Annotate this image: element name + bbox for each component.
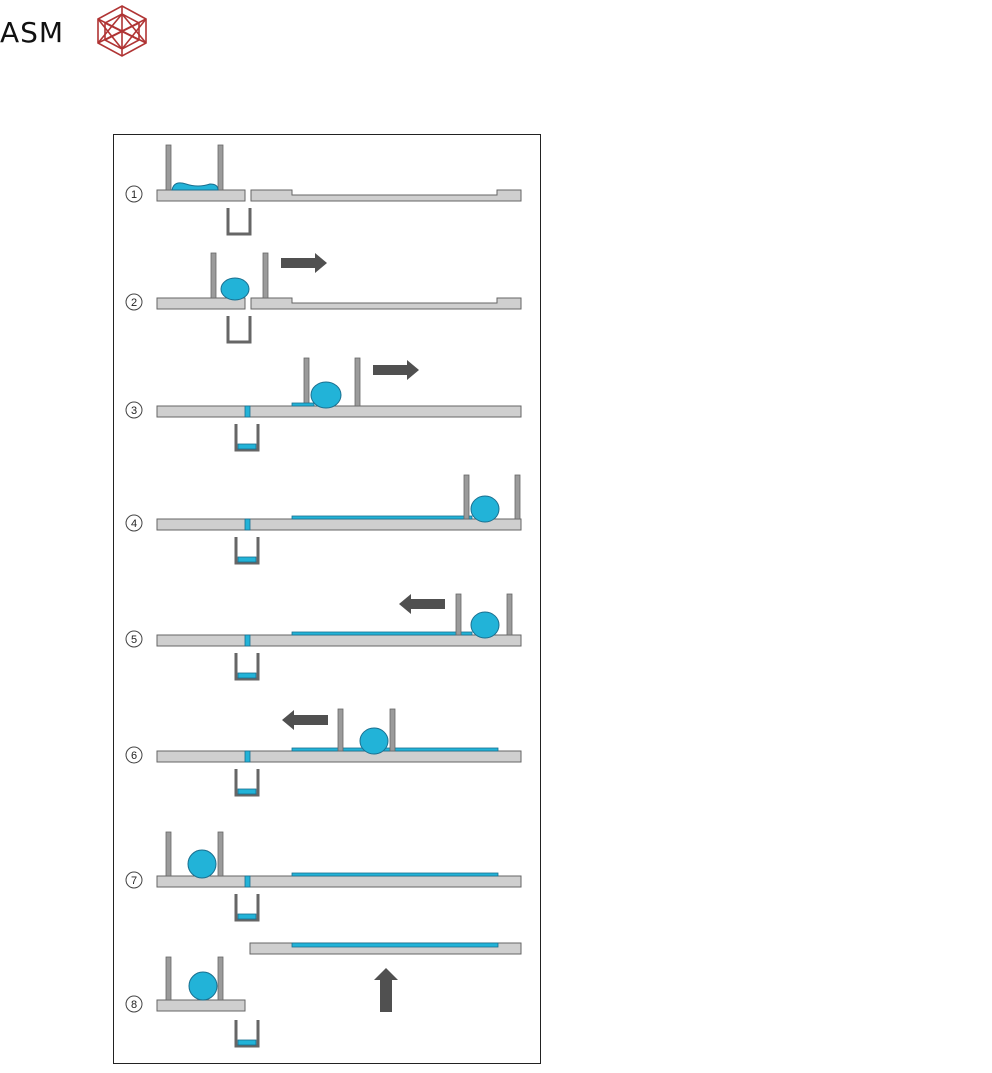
collection-cup (234, 1020, 260, 1048)
gap-fluid (244, 405, 251, 418)
slurry-drop (470, 495, 500, 523)
gap-fluid (244, 875, 251, 888)
step-badge-label: 7 (131, 875, 137, 887)
process-steps-svg: 1 2 3 4 5 6 7 8 (125, 144, 522, 1048)
left-plate (156, 999, 246, 1012)
step-6: 6 (125, 708, 522, 797)
direction-arrow-right (373, 360, 419, 380)
slurry-drop (359, 727, 389, 755)
direction-arrow-left (282, 710, 328, 730)
step-badge-circle (125, 293, 143, 311)
step-1: 1 (125, 144, 522, 236)
step-badge-circle (125, 871, 143, 889)
doctor-blade-right (217, 831, 224, 877)
step-badge-label: 1 (131, 189, 137, 201)
step-badge-label: 5 (131, 634, 137, 646)
doctor-blade-right (217, 956, 224, 1001)
doctor-blade-left (165, 831, 172, 877)
cast-film (291, 515, 473, 520)
crystal-polyhedron-icon (97, 5, 147, 57)
slurry-drop (470, 611, 500, 639)
doctor-blade-right (217, 144, 224, 191)
slurry-pool (171, 182, 219, 191)
step-badge-circle (125, 514, 143, 532)
long-plate (250, 189, 522, 202)
step-2: 2 (125, 252, 522, 344)
doctor-blade-left (463, 474, 470, 520)
step-badge-circle (125, 401, 143, 419)
step-5: 5 (125, 593, 522, 681)
cast-film (291, 402, 315, 407)
tape-casting-process-diagram: 1 2 3 4 5 6 7 8 (113, 134, 541, 1064)
slurry-drop (187, 849, 217, 879)
step-badge-label: 8 (131, 999, 137, 1011)
doctor-blade-left (165, 144, 172, 191)
doctor-blade-right (389, 708, 396, 752)
direction-arrow-right (281, 253, 327, 273)
doctor-blade-left (337, 708, 344, 752)
substrate-plate (156, 518, 522, 531)
step-badge-label: 4 (131, 518, 137, 530)
collection-cup (234, 653, 260, 681)
step-8: 8 (125, 942, 522, 1048)
direction-arrow-left (399, 594, 445, 614)
step-badge-circle (125, 746, 143, 764)
asm-logo: ASM (0, 0, 160, 60)
slurry-drop (310, 381, 342, 409)
step-badge-label: 6 (131, 750, 137, 762)
step-4: 4 (125, 474, 522, 565)
doctor-blade-left (303, 357, 310, 407)
step-badge-label: 2 (131, 297, 137, 309)
collection-cup (226, 316, 252, 344)
cast-film (291, 631, 473, 636)
step-7: 7 (125, 831, 522, 922)
doctor-blade-left (455, 593, 462, 636)
step-badge-circle (125, 995, 143, 1013)
collection-cup (234, 894, 260, 922)
gap-fluid (244, 634, 251, 647)
collection-cup (234, 424, 260, 452)
collection-cup (234, 769, 260, 797)
left-plate (156, 297, 246, 310)
cup-fluid (237, 913, 257, 920)
doctor-blade-right (262, 252, 269, 299)
cup-fluid (237, 556, 257, 563)
doctor-blade-left (165, 956, 172, 1001)
logo-text: ASM (0, 16, 65, 49)
substrate-plate (156, 875, 522, 888)
left-plate (156, 189, 246, 202)
collection-cup (226, 208, 252, 236)
cup-fluid (237, 672, 257, 679)
cast-film (291, 942, 499, 948)
slurry-drop (220, 277, 250, 301)
long-plate (250, 297, 522, 310)
doctor-blade-right (354, 357, 361, 407)
gap-fluid (244, 750, 251, 763)
doctor-blade-right (506, 593, 513, 636)
step-3: 3 (125, 357, 522, 452)
substrate-plate (156, 750, 522, 763)
cup-fluid (237, 443, 257, 450)
slurry-drop (188, 971, 218, 1001)
step-badge-circle (125, 630, 143, 648)
doctor-blade-left (210, 252, 217, 299)
step-badge-circle (125, 185, 143, 203)
cast-film (291, 872, 499, 877)
substrate-plate (156, 634, 522, 647)
doctor-blade-right (514, 474, 521, 520)
direction-arrow-up (374, 968, 398, 1012)
step-badge-label: 3 (131, 405, 137, 417)
gap-fluid (244, 518, 251, 531)
cup-fluid (237, 788, 257, 795)
substrate-plate (156, 405, 522, 418)
cup-fluid (237, 1039, 257, 1046)
collection-cup (234, 537, 260, 565)
